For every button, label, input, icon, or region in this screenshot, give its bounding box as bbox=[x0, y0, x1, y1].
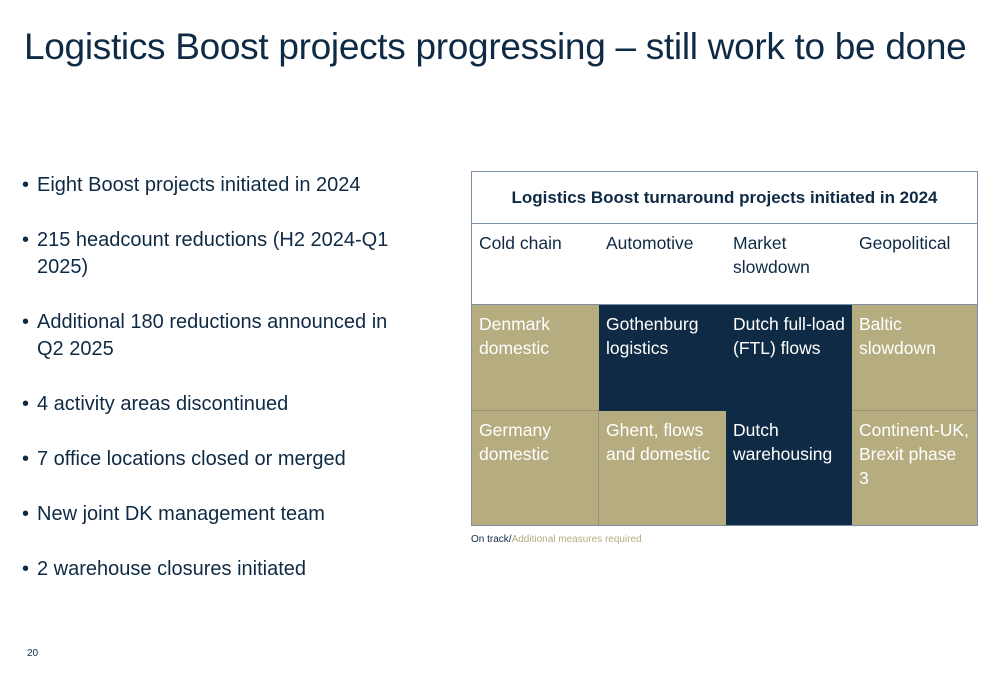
bullet-dot: • bbox=[22, 558, 30, 580]
bullet-text: Additional 180 reductions announced in Q… bbox=[37, 311, 388, 360]
project-cell-continent-uk-brexit: Continent-UK, Brexit phase 3 bbox=[852, 411, 977, 525]
column-header-geopolitical: Geopolitical bbox=[852, 224, 977, 305]
bullet-dot: • bbox=[22, 448, 30, 470]
bullet-dot: • bbox=[22, 393, 30, 415]
projects-grid: Cold chain Automotive Market slowdown Ge… bbox=[472, 224, 977, 525]
project-cell-gothenburg-logistics: Gothenburg logistics bbox=[599, 305, 726, 411]
bullet-item: • 7 office locations closed or merged bbox=[22, 446, 402, 473]
legend-separator: / bbox=[508, 534, 512, 545]
bullet-text: 7 office locations closed or merged bbox=[37, 448, 346, 470]
bullet-item: • Additional 180 reductions announced in … bbox=[22, 309, 402, 363]
bullet-dot: • bbox=[22, 174, 30, 196]
column-header-automotive: Automotive bbox=[599, 224, 726, 305]
bullet-text: 2 warehouse closures initiated bbox=[37, 558, 307, 580]
project-cell-dutch-ftl-flows: Dutch full-load (FTL) flows bbox=[726, 305, 852, 411]
projects-table: Logistics Boost turnaround projects init… bbox=[471, 171, 978, 526]
bullet-text: Eight Boost projects initiated in 2024 bbox=[37, 174, 361, 196]
bullet-item: • Eight Boost projects initiated in 2024 bbox=[22, 172, 402, 199]
status-legend: On track/Additional measures required bbox=[471, 534, 642, 545]
bullet-list: • Eight Boost projects initiated in 2024 … bbox=[22, 172, 402, 611]
bullet-item: • 4 activity areas discontinued bbox=[22, 391, 402, 418]
bullet-item: • New joint DK management team bbox=[22, 501, 402, 528]
bullet-item: • 215 headcount reductions (H2 2024-Q1 20… bbox=[22, 227, 402, 281]
legend-additional: Additional measures required bbox=[511, 534, 642, 545]
bullet-item: • 2 warehouse closures initiated bbox=[22, 556, 402, 583]
column-header-market-slowdown: Market slowdown bbox=[726, 224, 852, 305]
project-cell-germany-domestic: Germany domestic bbox=[472, 411, 599, 525]
bullet-text: New joint DK management team bbox=[37, 503, 325, 525]
legend-on-track: On track bbox=[471, 534, 509, 545]
bullet-text: 4 activity areas discontinued bbox=[37, 393, 289, 415]
table-title: Logistics Boost turnaround projects init… bbox=[472, 172, 977, 224]
bullet-dot: • bbox=[22, 503, 30, 525]
bullet-dot: • bbox=[22, 311, 30, 333]
project-cell-dutch-warehousing: Dutch warehousing bbox=[726, 411, 852, 525]
bullet-dot: • bbox=[22, 229, 30, 251]
project-cell-ghent-flows-domestic: Ghent, flows and domestic bbox=[599, 411, 726, 525]
project-cell-baltic-slowdown: Baltic slowdown bbox=[852, 305, 977, 411]
column-header-cold-chain: Cold chain bbox=[472, 224, 599, 305]
project-cell-denmark-domestic: Denmark domestic bbox=[472, 305, 599, 411]
slide-title: Logistics Boost projects progressing – s… bbox=[24, 26, 967, 67]
page-number: 20 bbox=[27, 648, 39, 659]
bullet-text: 215 headcount reductions (H2 2024-Q1 202… bbox=[37, 229, 389, 278]
